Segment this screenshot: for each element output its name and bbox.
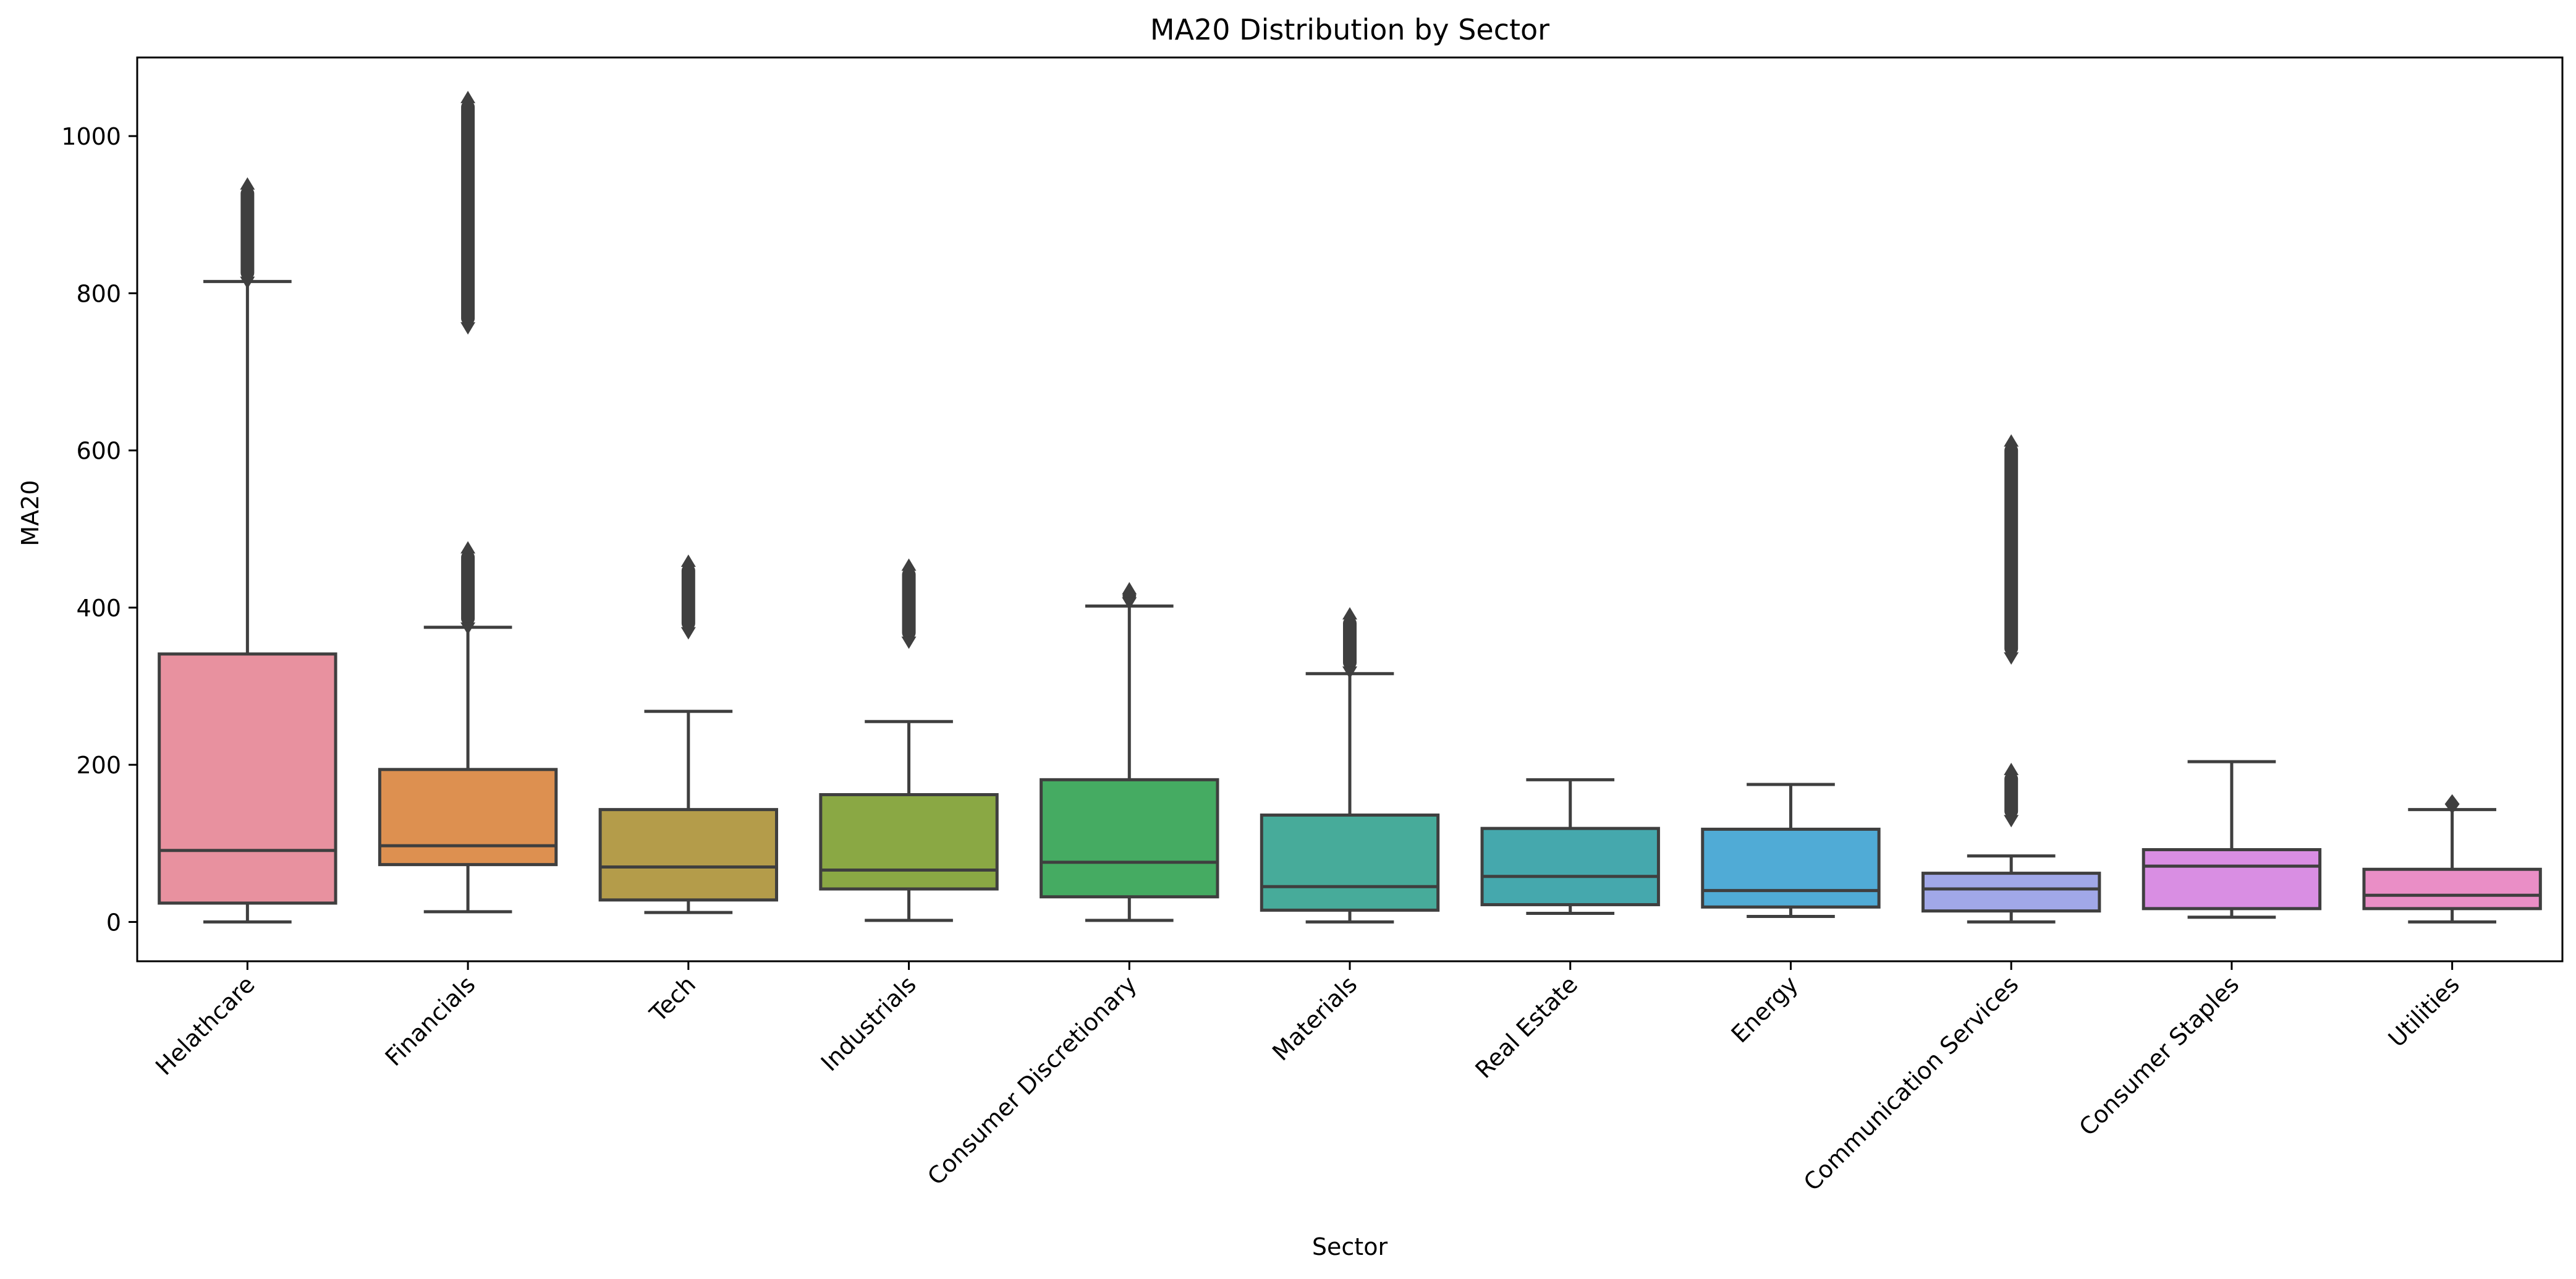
chart-title: MA20 Distribution by Sector	[1150, 13, 1549, 46]
y-tick-label: 600	[76, 438, 121, 465]
box-body	[2364, 869, 2540, 909]
box-body	[821, 794, 997, 889]
y-axis-label: MA20	[17, 480, 44, 546]
outlier-band	[1343, 617, 1357, 669]
box-body	[1041, 780, 1218, 896]
outlier-band	[240, 187, 254, 279]
y-tick-label: 0	[106, 909, 121, 936]
box-body	[1703, 829, 1879, 907]
box-body	[1923, 873, 2099, 911]
outlier-band	[902, 568, 916, 639]
y-tick-label: 800	[76, 280, 121, 307]
box-body	[1482, 828, 1658, 904]
y-tick-label: 200	[76, 752, 121, 779]
box-body	[600, 810, 776, 900]
outlier-band	[2004, 773, 2018, 817]
outlier-band	[461, 101, 475, 325]
y-tick-label: 400	[76, 595, 121, 622]
box-body	[1261, 815, 1438, 911]
box-body	[379, 770, 556, 865]
outlier-band	[461, 551, 475, 625]
box-body	[2143, 849, 2320, 908]
x-axis-label: Sector	[1312, 1233, 1388, 1260]
outlier-band	[2004, 444, 2018, 655]
y-tick-label: 1000	[61, 123, 121, 150]
box-body	[159, 654, 336, 903]
outlier-band	[682, 564, 695, 630]
